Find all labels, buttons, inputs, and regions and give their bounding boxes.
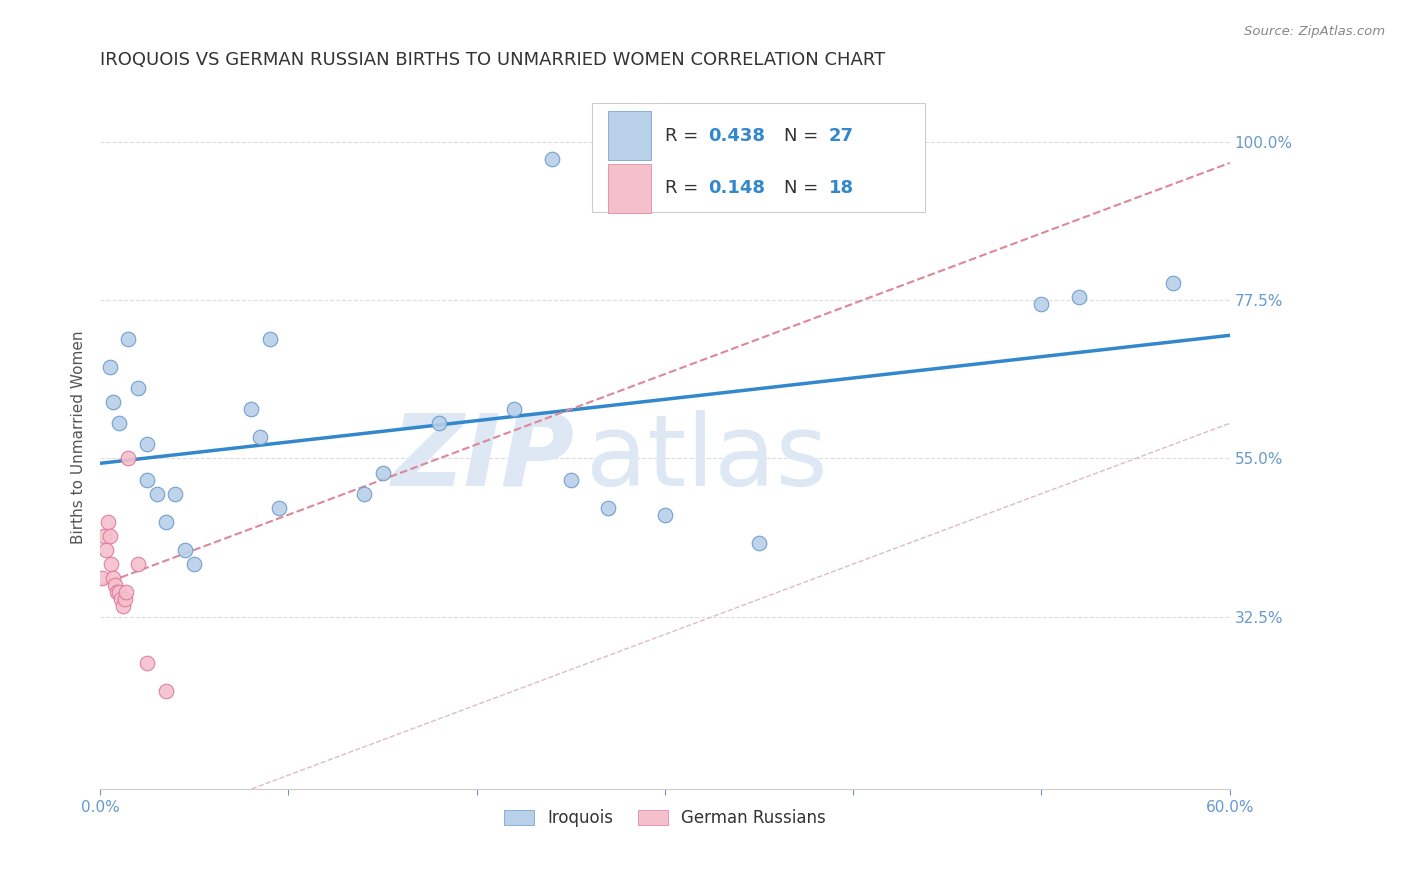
Point: [1069, 290, 1091, 304]
Point: [136, 473, 159, 487]
Point: [654, 508, 676, 522]
Point: [155, 515, 177, 529]
Point: [127, 557, 149, 571]
Point: [136, 656, 159, 670]
FancyBboxPatch shape: [592, 103, 925, 212]
Point: [748, 536, 770, 550]
Point: [145, 486, 167, 500]
Point: [267, 500, 290, 515]
Point: [97, 515, 120, 529]
Point: [1031, 296, 1053, 310]
Text: Source: ZipAtlas.com: Source: ZipAtlas.com: [1244, 25, 1385, 38]
Point: [239, 402, 262, 417]
Point: [115, 585, 138, 599]
Point: [165, 486, 187, 500]
Point: [103, 395, 125, 409]
Text: R =: R =: [665, 127, 704, 145]
Point: [98, 359, 121, 374]
Point: [427, 417, 450, 431]
Point: [98, 529, 121, 543]
FancyBboxPatch shape: [609, 112, 651, 161]
Point: [94, 543, 117, 558]
Point: [114, 592, 136, 607]
Point: [371, 466, 394, 480]
Point: [1161, 276, 1184, 290]
Point: [104, 578, 127, 592]
Point: [108, 417, 131, 431]
Point: [103, 571, 125, 585]
Point: [249, 430, 271, 444]
Point: [173, 543, 195, 558]
Point: [136, 437, 159, 451]
Text: 27: 27: [828, 127, 853, 145]
Text: N =: N =: [783, 179, 824, 197]
Point: [598, 500, 620, 515]
Point: [353, 486, 375, 500]
Point: [127, 381, 149, 395]
Text: IROQUOIS VS GERMAN RUSSIAN BIRTHS TO UNMARRIED WOMEN CORRELATION CHART: IROQUOIS VS GERMAN RUSSIAN BIRTHS TO UNM…: [100, 51, 886, 69]
Point: [183, 557, 205, 571]
Point: [117, 332, 139, 346]
Point: [541, 153, 564, 167]
Point: [105, 585, 128, 599]
Text: 0.438: 0.438: [707, 127, 765, 145]
Point: [100, 557, 122, 571]
Text: ZIP: ZIP: [391, 410, 575, 507]
Point: [93, 529, 115, 543]
Point: [110, 592, 132, 607]
FancyBboxPatch shape: [609, 163, 651, 213]
Point: [91, 571, 114, 585]
Text: N =: N =: [783, 127, 824, 145]
Point: [503, 402, 526, 417]
Text: 0.148: 0.148: [707, 179, 765, 197]
Point: [117, 451, 139, 466]
Text: R =: R =: [665, 179, 704, 197]
Point: [259, 332, 281, 346]
Legend: Iroquois, German Russians: Iroquois, German Russians: [498, 802, 832, 834]
Point: [111, 599, 134, 614]
Text: 18: 18: [828, 179, 853, 197]
Y-axis label: Births to Unmarried Women: Births to Unmarried Women: [72, 331, 86, 544]
Point: [155, 683, 177, 698]
Text: atlas: atlas: [586, 410, 828, 507]
Point: [560, 473, 582, 487]
Point: [108, 585, 131, 599]
